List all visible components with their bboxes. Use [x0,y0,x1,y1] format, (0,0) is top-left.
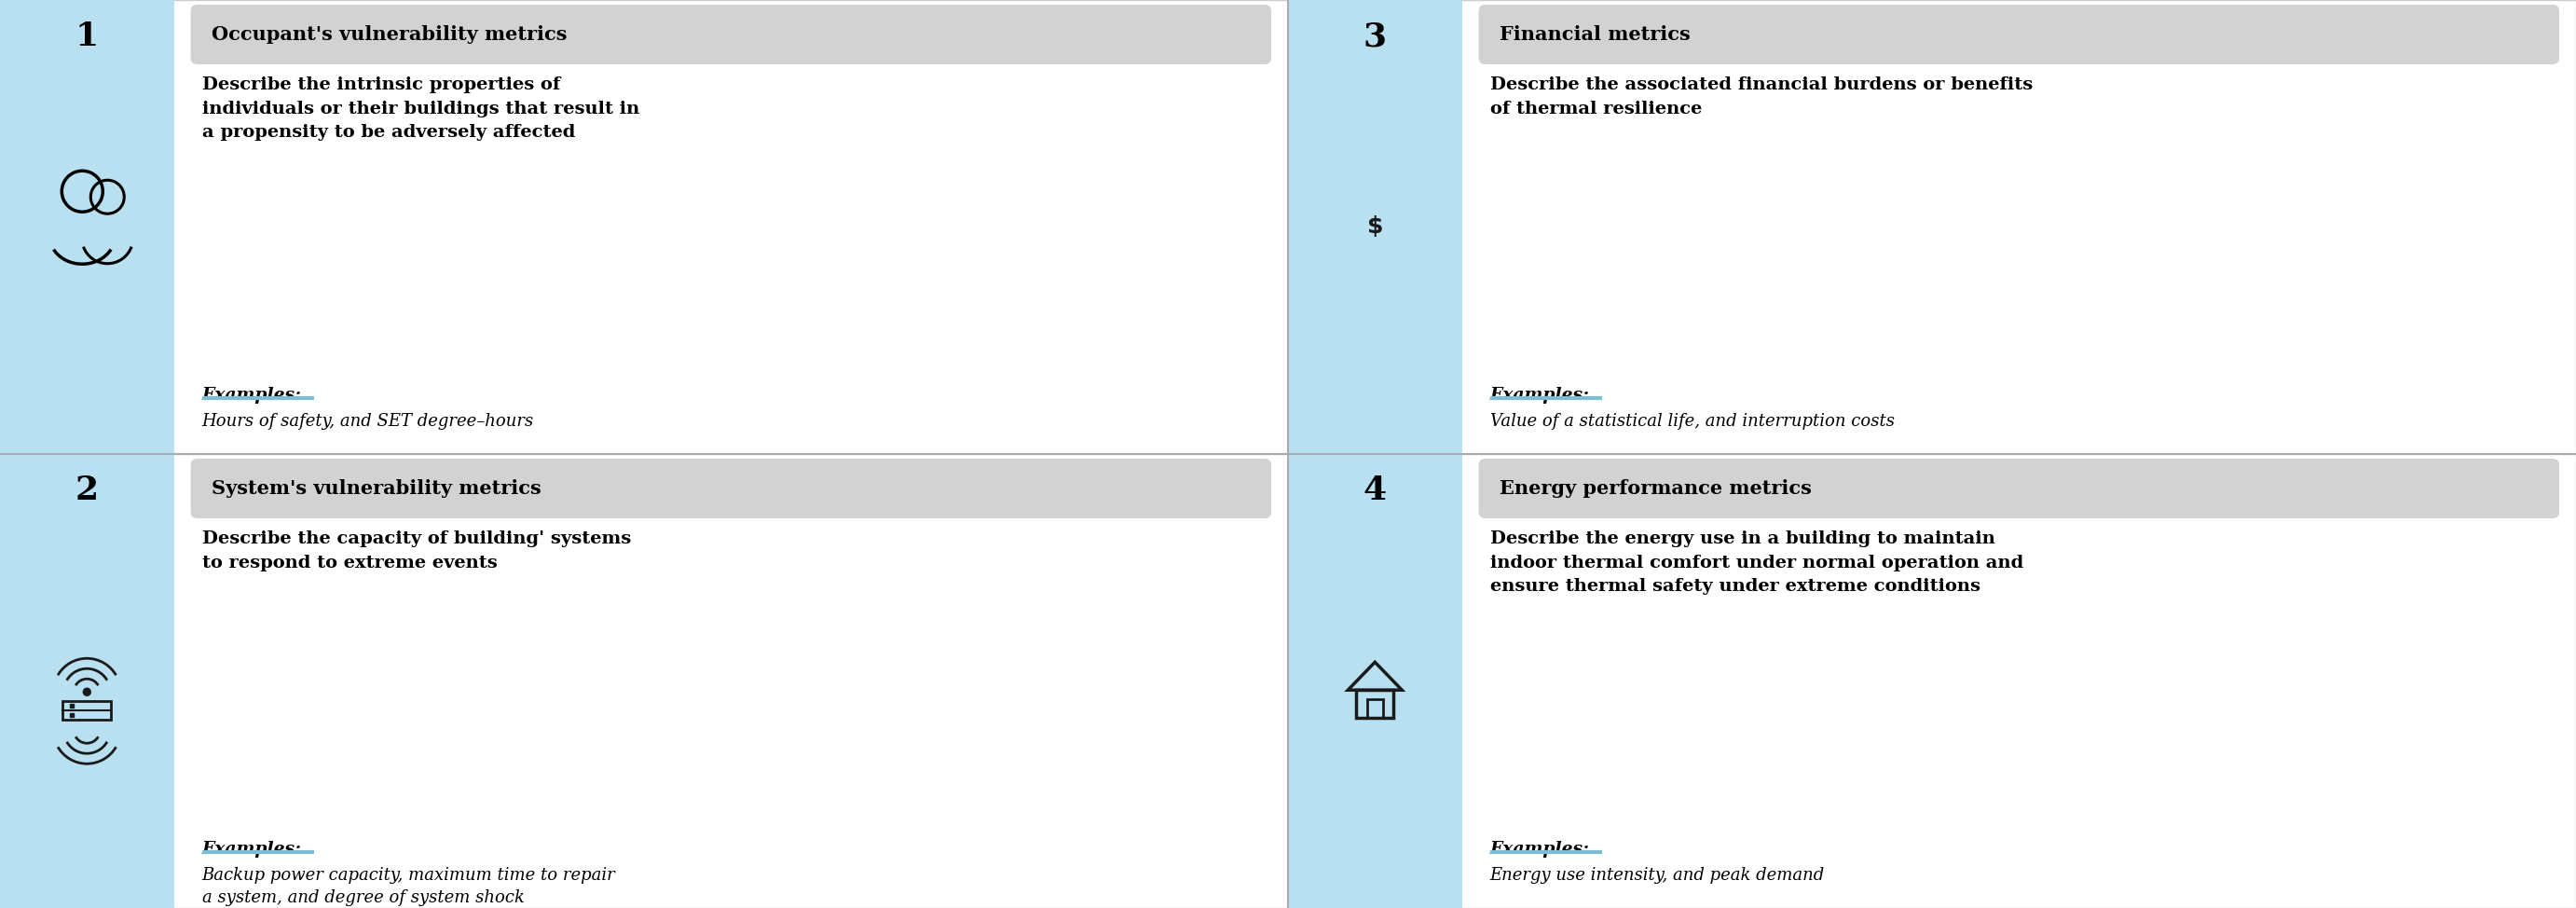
Text: 1: 1 [75,21,98,52]
Text: Describe the intrinsic properties of
individuals or their buildings that result : Describe the intrinsic properties of ind… [201,76,639,141]
FancyBboxPatch shape [0,0,175,454]
Text: Energy performance metrics: Energy performance metrics [1499,479,1811,498]
FancyBboxPatch shape [1288,0,1463,454]
FancyBboxPatch shape [1288,454,1463,908]
Text: $: $ [1368,215,1383,238]
Text: Hours of safety, and SET degree–hours: Hours of safety, and SET degree–hours [201,413,533,429]
Text: Examples:: Examples: [1489,841,1589,858]
Text: Describe the associated financial burdens or benefits
of thermal resilience: Describe the associated financial burden… [1489,76,2032,117]
Text: Describe the energy use in a building to maintain
indoor thermal comfort under n: Describe the energy use in a building to… [1489,530,2022,595]
FancyBboxPatch shape [191,459,1270,518]
Circle shape [82,688,90,696]
Text: 3: 3 [1363,21,1386,52]
FancyBboxPatch shape [1479,459,2558,518]
Text: Describe the capacity of building' systems
to respond to extreme events: Describe the capacity of building' syste… [201,530,631,571]
FancyBboxPatch shape [1288,0,2576,454]
Text: Financial metrics: Financial metrics [1499,25,1690,44]
Text: Examples:: Examples: [201,841,301,858]
Text: 2: 2 [75,475,98,506]
FancyBboxPatch shape [1288,454,2576,908]
Text: Value of a statistical life, and interruption costs: Value of a statistical life, and interru… [1489,413,1893,429]
Text: Examples:: Examples: [1489,387,1589,404]
Text: Backup power capacity, maximum time to repair
a system, and degree of system sho: Backup power capacity, maximum time to r… [201,867,616,906]
FancyBboxPatch shape [0,454,1288,908]
FancyBboxPatch shape [0,0,1288,454]
Text: Examples:: Examples: [201,387,301,404]
Text: System's vulnerability metrics: System's vulnerability metrics [211,479,541,498]
Text: Energy use intensity, and peak demand: Energy use intensity, and peak demand [1489,867,1824,883]
FancyBboxPatch shape [0,454,175,908]
FancyBboxPatch shape [1479,5,2558,64]
FancyBboxPatch shape [191,5,1270,64]
Text: 4: 4 [1363,475,1386,506]
Text: Occupant's vulnerability metrics: Occupant's vulnerability metrics [211,25,567,44]
